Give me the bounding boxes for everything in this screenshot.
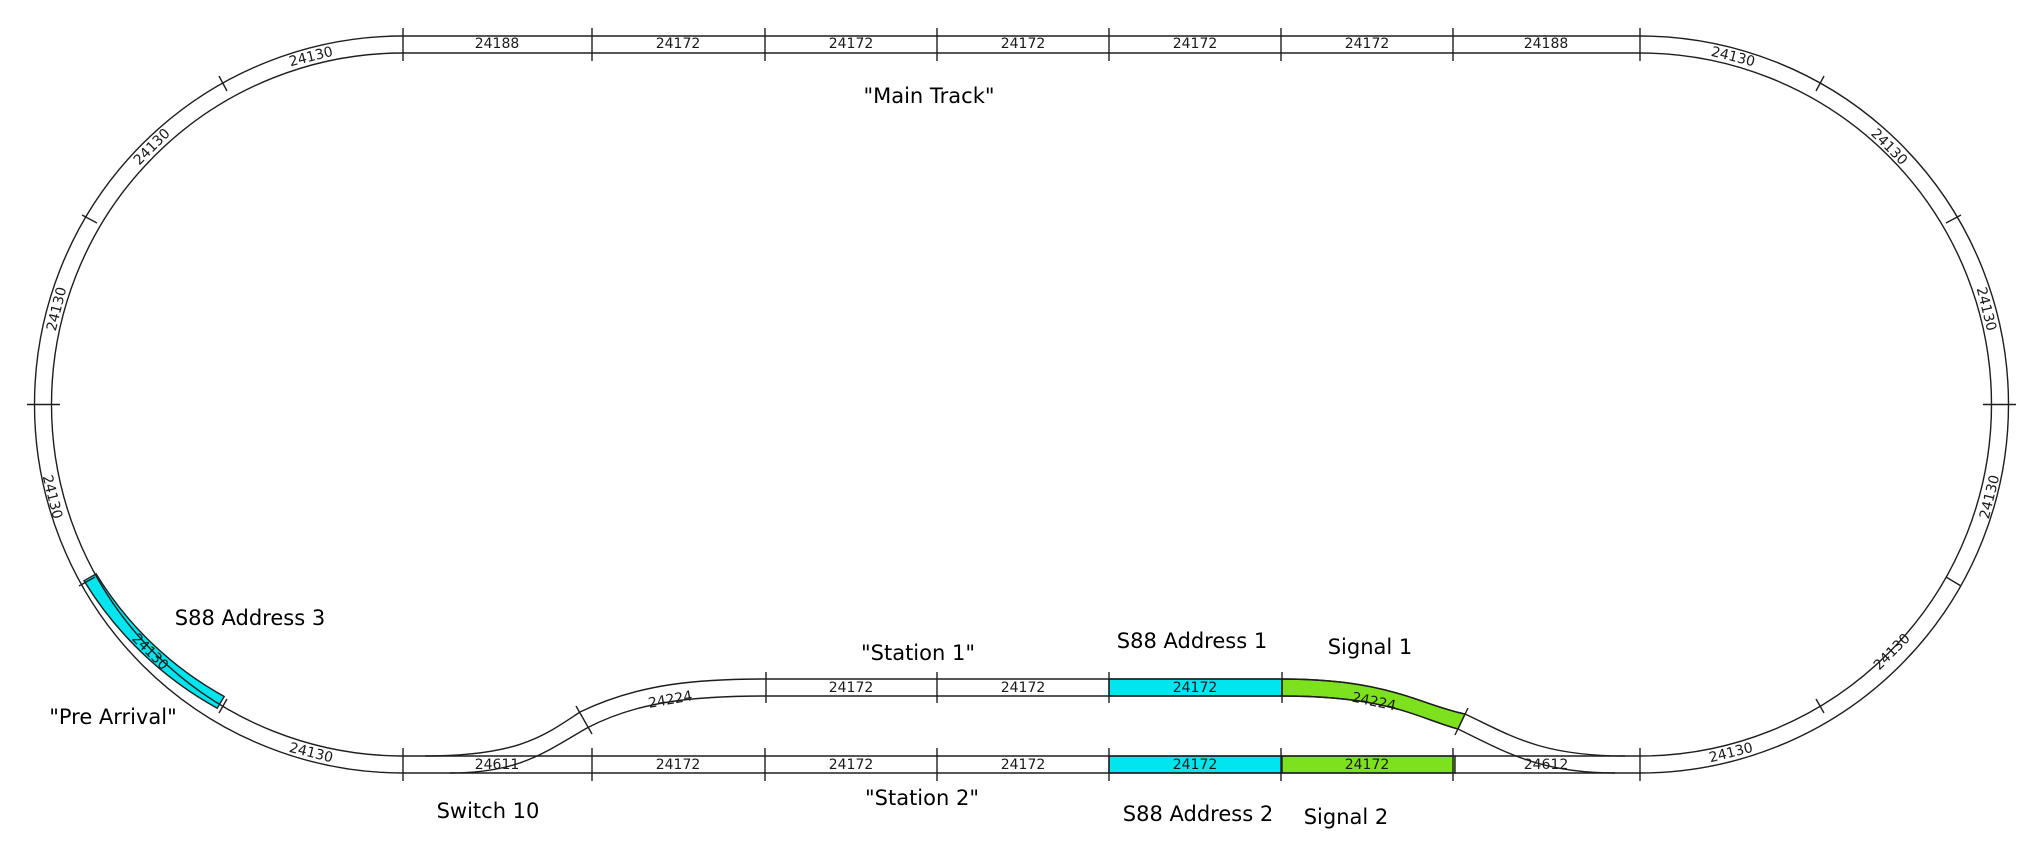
pre-arrival-label: "Pre Arrival" [49,705,177,729]
signal-1-label: Signal 1 [1328,635,1413,659]
left-curve-piece-number: 24130 [287,44,334,70]
turnout-left-piece-number: 24611 [475,757,520,773]
turnout-right-piece-number: 24612 [1524,757,1569,773]
station-1-piece-number: 24172 [1173,680,1218,696]
station-2-piece-number: 24172 [829,757,874,773]
left-curve-piece-number: 24130 [39,473,65,520]
top-piece-number: 24172 [656,36,701,52]
left-curve-piece-number: 24130 [128,631,171,674]
joint-ties [27,28,2016,781]
top-piece-number: 24172 [1345,36,1390,52]
right-curve-piece-number: 24130 [1871,631,1914,674]
station-1-label: "Station 1" [861,641,975,665]
s88-address-3-label: S88 Address 3 [175,606,325,630]
top-piece-number: 24172 [829,36,874,52]
right-curve-piece-number: 24130 [1973,285,1999,332]
top-piece-number: 24172 [1173,36,1218,52]
left-curve-piece-number: 24130 [131,126,174,169]
station-2-piece-number: 24172 [1345,757,1390,773]
station-2-piece-number: 24172 [656,757,701,773]
switch-10-label: Switch 10 [437,799,540,823]
station-2-piece-numbers: 24611 24172 24172 24172 24172 24172 2461… [475,757,1569,773]
top-piece-number: 24188 [475,36,520,52]
s88-address-3-block [83,572,226,710]
station-1-piece-numbers: 24172 24172 24172 24224 24224 [647,680,1397,715]
station-1-siding [424,678,1626,774]
top-piece-number: 24188 [1524,36,1569,52]
station-1-piece-number: 24172 [1001,680,1046,696]
left-curve-piece-numbers: 24130 24130 24130 24130 24130 24130 [39,44,335,766]
annotation-labels: "Main Track" S88 Address 3 "Pre Arrival"… [49,84,1412,829]
station-2-label: "Station 2" [865,786,979,810]
main-track-label: "Main Track" [863,84,994,108]
right-curve-piece-number: 24130 [1977,473,2003,520]
left-curve-piece-number: 24130 [44,285,70,332]
signal-2-label: Signal 2 [1304,805,1389,829]
bend-left-piece-number: 24224 [647,688,694,712]
station-1-piece-number: 24172 [829,680,874,696]
s88-address-1-label: S88 Address 1 [1117,629,1267,653]
s88-address-2-label: S88 Address 2 [1123,802,1273,826]
main-track [33,35,2010,774]
right-curve-piece-numbers: 24130 24130 24130 24130 24130 24130 [1707,44,2003,766]
station-2-piece-number: 24172 [1173,757,1218,773]
station-2-piece-number: 24172 [1001,757,1046,773]
top-piece-number: 24172 [1001,36,1046,52]
left-curve-piece-number: 24130 [287,740,334,766]
top-piece-numbers: 24188 24172 24172 24172 24172 24172 2418… [475,36,1569,52]
right-curve-piece-number: 24130 [1709,44,1756,70]
